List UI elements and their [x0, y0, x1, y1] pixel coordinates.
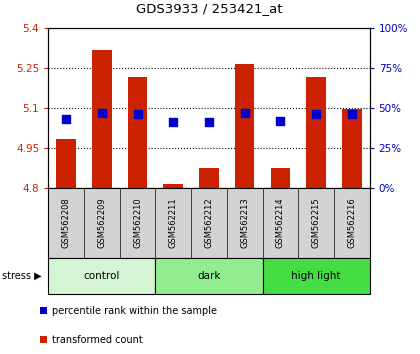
Bar: [306, 78, 326, 188]
Text: stress ▶: stress ▶: [2, 271, 42, 281]
Point: [349, 112, 355, 117]
Bar: [163, 184, 183, 188]
Bar: [56, 138, 76, 188]
Point: [63, 116, 70, 122]
Point: [312, 112, 319, 117]
Point: [170, 120, 177, 125]
Point: [206, 120, 212, 125]
Bar: [128, 78, 147, 188]
Point: [134, 112, 141, 117]
Bar: [48, 258, 155, 294]
Text: high light: high light: [291, 271, 341, 281]
Text: GSM562212: GSM562212: [205, 198, 213, 249]
Text: dark: dark: [197, 271, 220, 281]
Point: [241, 110, 248, 116]
Bar: [155, 258, 262, 294]
Text: control: control: [84, 271, 120, 281]
Text: GSM562214: GSM562214: [276, 198, 285, 249]
Bar: [235, 64, 255, 188]
Text: GSM562209: GSM562209: [97, 198, 106, 249]
Point: [98, 110, 105, 116]
Bar: [92, 50, 112, 188]
Text: GSM562215: GSM562215: [312, 198, 320, 249]
Bar: [270, 168, 290, 188]
Text: percentile rank within the sample: percentile rank within the sample: [52, 306, 217, 316]
Point: [277, 118, 284, 124]
Bar: [262, 258, 370, 294]
Text: GSM562216: GSM562216: [347, 198, 356, 249]
Text: GSM562208: GSM562208: [62, 198, 71, 249]
Text: GSM562213: GSM562213: [240, 198, 249, 249]
Bar: [199, 168, 219, 188]
Text: GDS3933 / 253421_at: GDS3933 / 253421_at: [136, 2, 282, 15]
Text: GSM562211: GSM562211: [169, 198, 178, 249]
Text: GSM562210: GSM562210: [133, 198, 142, 249]
Bar: [342, 109, 362, 188]
Text: transformed count: transformed count: [52, 335, 142, 345]
